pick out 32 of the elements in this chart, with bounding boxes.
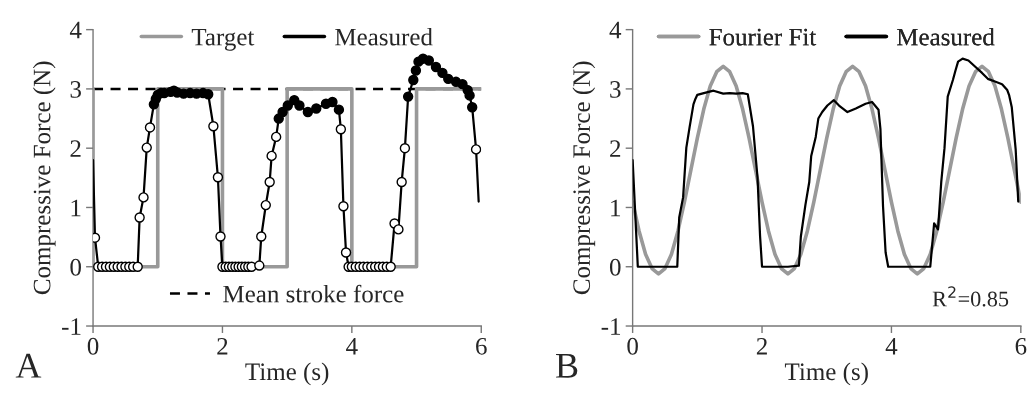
legend-label: Measured bbox=[896, 27, 995, 46]
x-tick-label: 6 bbox=[1015, 337, 1027, 355]
x-tick-label: 0 bbox=[87, 337, 99, 355]
y-tick-label: 4 bbox=[69, 21, 82, 39]
y-axis-title: Compressive Force (N) bbox=[572, 61, 596, 295]
text: A bbox=[15, 353, 42, 378]
y-axis-title: Compressive Force (N) bbox=[32, 61, 56, 295]
x-tick-label: 4 bbox=[885, 338, 898, 355]
x-axis-title: Time (s) bbox=[784, 362, 868, 386]
annotation: R$^{2}$=0.85 bbox=[932, 286, 1009, 307]
y-tick-label: 1 bbox=[71, 199, 81, 217]
y-tick-label: 0 bbox=[70, 258, 81, 276]
y-tick-label: 3 bbox=[610, 81, 621, 98]
y-tick-label: -1 bbox=[601, 318, 621, 335]
x-tick-label: 2 bbox=[756, 337, 767, 355]
x-tick-label: 4 bbox=[346, 338, 358, 355]
y-tick-label: 2 bbox=[70, 140, 81, 157]
x-tick-label: 0 bbox=[627, 337, 638, 355]
y-tick-label: 3 bbox=[70, 81, 81, 98]
x-tick-label: 6 bbox=[476, 337, 487, 355]
legend-label: Mean stroke force bbox=[223, 284, 404, 303]
y-tick-label: 1 bbox=[611, 199, 621, 217]
y-tick-label: 2 bbox=[610, 140, 621, 157]
x-tick-label: 2 bbox=[217, 337, 228, 355]
text: B bbox=[556, 353, 578, 378]
legend-label: Measured bbox=[335, 27, 433, 46]
y-tick-label: 0 bbox=[609, 258, 621, 276]
x-axis-title: Time (s) bbox=[245, 362, 329, 386]
y-tick-label: 4 bbox=[609, 21, 622, 39]
legend-label: Target bbox=[191, 28, 255, 51]
y-tick-label: -1 bbox=[62, 318, 81, 335]
legend-label: Fourier Fit bbox=[709, 28, 817, 46]
